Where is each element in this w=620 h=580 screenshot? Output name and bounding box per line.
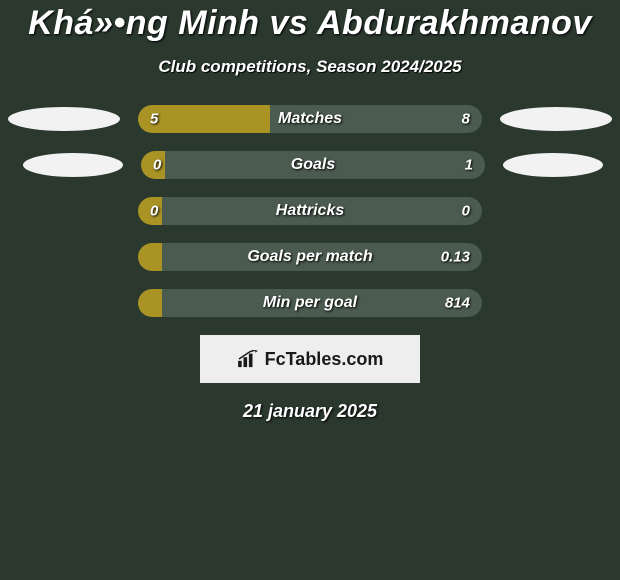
- stat-value-left: 0: [153, 157, 161, 174]
- stat-value-left: 5: [150, 111, 158, 128]
- stat-row: Goals per match 0.13: [0, 243, 620, 271]
- comparison-card: Khá»•ng Minh vs Abdurakhmanov Club compe…: [0, 0, 620, 422]
- stat-value-right: 0.13: [441, 249, 470, 266]
- player-right-icon: [500, 107, 612, 131]
- player-left-icon: [8, 107, 120, 131]
- stat-value-right: 1: [465, 157, 473, 174]
- stat-row: Matches 5 8: [0, 105, 620, 133]
- bar-left-fill: [138, 243, 162, 271]
- stat-value-right: 0: [462, 203, 470, 220]
- player-left-icon: [23, 153, 123, 177]
- watermark: FcTables.com: [200, 335, 420, 383]
- stat-bar: Hattricks 0 0: [138, 197, 482, 225]
- stat-value-left: 0: [150, 203, 158, 220]
- stat-value-right: 814: [445, 295, 470, 312]
- chart-icon: [237, 350, 259, 368]
- player-right-icon: [503, 153, 603, 177]
- stat-rows: Matches 5 8 Goals 0 1 Hattricks 0 0 Goals per mat…: [0, 105, 620, 317]
- page-title: Khá»•ng Minh vs Abdurakhmanov: [0, 4, 620, 43]
- stat-label: Matches: [278, 110, 342, 128]
- date-label: 21 january 2025: [0, 401, 620, 422]
- stat-bar: Min per goal 814: [138, 289, 482, 317]
- stat-label: Hattricks: [276, 202, 344, 220]
- bar-left-fill: [138, 289, 162, 317]
- stat-value-right: 8: [462, 111, 470, 128]
- stat-row: Goals 0 1: [0, 151, 620, 179]
- stat-row: Hattricks 0 0: [0, 197, 620, 225]
- stat-bar: Goals 0 1: [141, 151, 485, 179]
- stat-bar: Matches 5 8: [138, 105, 482, 133]
- page-subtitle: Club competitions, Season 2024/2025: [0, 57, 620, 77]
- stat-label: Goals per match: [247, 248, 372, 266]
- stat-label: Min per goal: [263, 294, 357, 312]
- stat-row: Min per goal 814: [0, 289, 620, 317]
- stat-label: Goals: [291, 156, 335, 174]
- watermark-text: FcTables.com: [265, 349, 384, 370]
- stat-bar: Goals per match 0.13: [138, 243, 482, 271]
